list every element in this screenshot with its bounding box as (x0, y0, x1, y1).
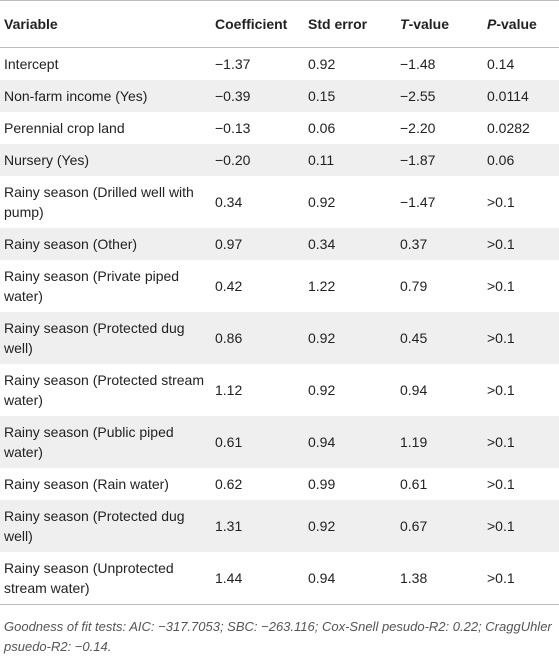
coefficient-cell: 0.34 (211, 176, 304, 228)
variable-cell: Rainy season (Private piped water) (0, 260, 211, 312)
header-variable: Variable (0, 0, 211, 48)
p-value-cell: >0.1 (483, 364, 559, 416)
variable-cell: Intercept (0, 47, 211, 80)
t-value-cell: 1.38 (396, 552, 483, 605)
p-value-cell: 0.0114 (483, 80, 559, 112)
t-value-cell: 0.67 (396, 500, 483, 552)
header-std-error: Std error (304, 0, 396, 48)
p-value-cell: >0.1 (483, 312, 559, 364)
p-value-cell: >0.1 (483, 500, 559, 552)
p-value-cell: >0.1 (483, 228, 559, 260)
std-error-cell: 0.99 (304, 468, 396, 500)
table-body: Intercept −1.37 0.92 −1.48 0.14 Non-farm inco… (0, 47, 559, 605)
p-value-cell: 0.14 (483, 47, 559, 80)
p-value-cell: 0.06 (483, 144, 559, 176)
variable-cell: Rainy season (Unprotected stream water) (0, 552, 211, 605)
variable-cell: Rainy season (Drilled well with pump) (0, 176, 211, 228)
table-row: Rainy season (Protected dug well) 1.31 0.9… (0, 500, 559, 552)
table-row: Rainy season (Rain water) 0.62 0.99 0.61 >0.… (0, 468, 559, 500)
p-value-cell: >0.1 (483, 260, 559, 312)
std-error-cell: 0.92 (304, 500, 396, 552)
table-row: Nursery (Yes) −0.20 0.11 −1.87 0.06 (0, 144, 559, 176)
table-row: Rainy season (Protected stream water) 1.1… (0, 364, 559, 416)
std-error-cell: 0.92 (304, 364, 396, 416)
variable-cell: Rainy season (Other) (0, 228, 211, 260)
coefficient-cell: 1.44 (211, 552, 304, 605)
t-value-cell: −2.55 (396, 80, 483, 112)
p-value-cell: >0.1 (483, 176, 559, 228)
variable-cell: Rainy season (Public piped water) (0, 416, 211, 468)
t-value-cell: 0.79 (396, 260, 483, 312)
table-row: Rainy season (Unprotected stream water) 1… (0, 552, 559, 605)
header-p-value: P-value (483, 0, 559, 48)
t-value-cell: 0.94 (396, 364, 483, 416)
variable-cell: Rainy season (Protected stream water) (0, 364, 211, 416)
variable-cell: Rainy season (Rain water) (0, 468, 211, 500)
p-value-cell: >0.1 (483, 416, 559, 468)
variable-cell: Non-farm income (Yes) (0, 80, 211, 112)
t-value-cell: −1.87 (396, 144, 483, 176)
variable-cell: Nursery (Yes) (0, 144, 211, 176)
t-value-cell: 0.37 (396, 228, 483, 260)
coefficient-cell: −0.13 (211, 112, 304, 144)
std-error-cell: 0.92 (304, 312, 396, 364)
header-row: Variable Coefficient Std error T-value P… (0, 0, 559, 48)
coefficient-cell: 0.42 (211, 260, 304, 312)
p-value-cell: >0.1 (483, 552, 559, 605)
header-coefficient: Coefficient (211, 0, 304, 48)
std-error-cell: 0.11 (304, 144, 396, 176)
table-row: Perennial crop land −0.13 0.06 −2.20 0.0282 (0, 112, 559, 144)
header-t-value: T-value (396, 0, 483, 48)
std-error-cell: 0.94 (304, 416, 396, 468)
t-value-cell: −1.47 (396, 176, 483, 228)
std-error-cell: 0.94 (304, 552, 396, 605)
t-value-cell: 0.61 (396, 468, 483, 500)
coefficient-cell: 1.12 (211, 364, 304, 416)
std-error-cell: 0.06 (304, 112, 396, 144)
table-row: Rainy season (Other) 0.97 0.34 0.37 >0.1 (0, 228, 559, 260)
coefficient-cell: 0.62 (211, 468, 304, 500)
variable-cell: Rainy season (Protected dug well) (0, 312, 211, 364)
coefficient-cell: 1.31 (211, 500, 304, 552)
std-error-cell: 0.92 (304, 47, 396, 80)
p-value-cell: 0.0282 (483, 112, 559, 144)
p-value-cell: >0.1 (483, 468, 559, 500)
table-row: Non-farm income (Yes) −0.39 0.15 −2.55 0.011… (0, 80, 559, 112)
table-header: Variable Coefficient Std error T-value P… (0, 0, 559, 48)
t-value-cell: 1.19 (396, 416, 483, 468)
regression-table: Variable Coefficient Std error T-value P… (0, 0, 559, 605)
table-footnote: Goodness of fit tests: AIC: −317.7053; S… (4, 619, 552, 654)
std-error-cell: 0.15 (304, 80, 396, 112)
coefficient-cell: −0.20 (211, 144, 304, 176)
std-error-cell: 1.22 (304, 260, 396, 312)
coefficient-cell: 0.86 (211, 312, 304, 364)
coefficient-cell: 0.97 (211, 228, 304, 260)
table-row: Intercept −1.37 0.92 −1.48 0.14 (0, 47, 559, 80)
coefficient-cell: −1.37 (211, 47, 304, 80)
t-value-cell: 0.45 (396, 312, 483, 364)
variable-cell: Perennial crop land (0, 112, 211, 144)
t-value-cell: −1.48 (396, 47, 483, 80)
table-row: Rainy season (Drilled well with pump) 0.3… (0, 176, 559, 228)
coefficient-cell: −0.39 (211, 80, 304, 112)
std-error-cell: 0.34 (304, 228, 396, 260)
table-row: Rainy season (Public piped water) 0.61 0.9… (0, 416, 559, 468)
t-value-cell: −2.20 (396, 112, 483, 144)
coefficient-cell: 0.61 (211, 416, 304, 468)
table-row: Rainy season (Private piped water) 0.42 1.… (0, 260, 559, 312)
table-row: Rainy season (Protected dug well) 0.86 0.9… (0, 312, 559, 364)
variable-cell: Rainy season (Protected dug well) (0, 500, 211, 552)
std-error-cell: 0.92 (304, 176, 396, 228)
